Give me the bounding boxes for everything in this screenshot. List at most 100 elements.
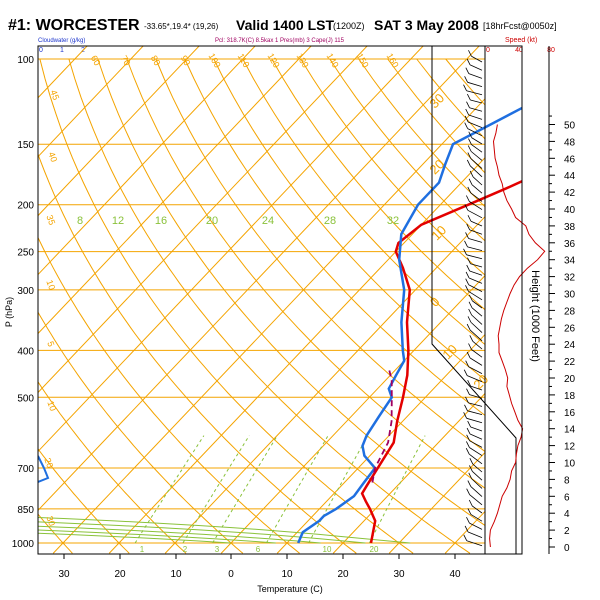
pressure-tick-label: 100 — [17, 55, 34, 66]
height-tick-label: 42 — [564, 188, 576, 199]
wind-barb-flag — [467, 480, 472, 487]
wind-barb — [472, 505, 483, 514]
wind-barb-flag — [464, 240, 468, 248]
wind-barb-flag — [464, 204, 469, 211]
wind-barb — [470, 99, 483, 104]
isotherm-40 — [444, 510, 485, 554]
height-tick-label: 20 — [564, 374, 576, 385]
plot-frame — [37, 45, 523, 555]
dry-adiabat-30 — [39, 58, 414, 554]
wind-barb — [472, 471, 483, 481]
wind-barb-flag — [466, 516, 470, 524]
parcel-line — [371, 370, 393, 483]
temp-tick-label: 30 — [58, 569, 70, 580]
height-tick-label: 32 — [564, 273, 576, 284]
isotherm-label-top: 60 — [89, 54, 103, 68]
wind-barb-flag — [468, 50, 472, 57]
isotherm--30 — [52, 98, 485, 554]
wind-barb-flag — [468, 308, 472, 316]
header-site: #1: WORCESTER — [8, 17, 140, 34]
wind-barb-flag — [467, 379, 471, 387]
height-tick-label: 38 — [564, 222, 576, 233]
wind-barb — [470, 165, 483, 178]
speed-label: Speed (kt) — [505, 37, 537, 44]
mixing-ratio-label: 24 — [262, 215, 274, 227]
wind-barb — [471, 349, 483, 358]
wind-barb-flag — [466, 195, 470, 202]
wind-barb — [469, 357, 483, 366]
wind-barb — [469, 329, 483, 342]
header-fcst: [18hrFcst@0050z] — [483, 21, 557, 31]
dry-adiabat-label-left: 20 — [42, 457, 55, 470]
mixing-ratio-label-lower: 10 — [323, 545, 332, 554]
pressure-tick-label: 500 — [17, 393, 34, 404]
isotherm--50 — [38, 46, 424, 453]
isotherm-20 — [332, 392, 485, 554]
mixing-ratio-label: 28 — [324, 215, 336, 227]
isotherm--80 — [38, 46, 256, 276]
isotherm-10 — [276, 333, 485, 554]
mixing-ratio-label: 20 — [206, 215, 218, 227]
height-tick-label: 0 — [564, 543, 570, 554]
wind-barb — [470, 220, 483, 227]
height-tick-label: 46 — [564, 154, 576, 165]
wind-barb — [470, 192, 483, 202]
height-tick-label: 30 — [564, 290, 576, 301]
wind-barb — [466, 254, 483, 260]
pressure-tick-label: 300 — [17, 286, 34, 297]
pressure-tick-label: 850 — [17, 505, 34, 516]
wind-barb-flag — [467, 420, 472, 428]
height-tick-label: 6 — [564, 492, 570, 503]
wind-barb-flag — [465, 108, 470, 116]
dry-adiabat-label: 20 — [470, 371, 491, 392]
temp-tick-label: 40 — [449, 569, 461, 580]
dry-adiabat-80 — [184, 58, 485, 416]
dry-adiabat-100 — [242, 58, 485, 346]
dry-adiabat-170 — [445, 58, 485, 106]
wind-barb — [468, 290, 483, 301]
wind-barb-flag — [464, 122, 469, 129]
header-date: SAT 3 May 2008 — [374, 17, 479, 33]
wind-barb-flag — [465, 447, 470, 455]
temp-tick-label: 20 — [114, 569, 126, 580]
moist-adiabat-8 — [38, 529, 276, 544]
wind-barb-flag — [466, 388, 470, 395]
parcel-info: Pcl: 318.7K(C) 8.5kax 1 Pres(mb) 3 Cape(… — [215, 38, 345, 44]
x-axis-label: Temperature (C) — [257, 584, 323, 594]
height-tick-label: 48 — [564, 137, 576, 148]
dry-adiabat-label-left: 35 — [44, 214, 57, 227]
wind-speed-profile — [489, 124, 546, 548]
wind-barb — [467, 128, 483, 137]
wind-barb — [467, 209, 483, 219]
wind-barb — [468, 453, 483, 465]
wind-barb-flag — [469, 458, 474, 465]
mixing-ratio-6 — [265, 435, 329, 544]
wind-barb — [467, 246, 483, 251]
isotherm--60 — [38, 46, 368, 394]
mixing-ratio-1 — [134, 435, 205, 544]
height-tick-label: 44 — [564, 171, 576, 182]
height-tick-label: 4 — [564, 509, 570, 520]
wind-barb-flag — [466, 351, 471, 359]
terrain-outline — [431, 46, 517, 554]
wind-barb — [469, 64, 483, 71]
dry-adiabat-60 — [126, 58, 485, 489]
height-tick-label: 18 — [564, 391, 576, 402]
temperature-line — [360, 179, 522, 544]
y-axis-label: P (hPa) — [4, 297, 14, 327]
height-tick-label: 2 — [564, 526, 570, 537]
isotherm-label-top: 150 — [355, 51, 371, 69]
wind-barb-flag — [468, 301, 473, 309]
mixing-ratio-label: 8 — [77, 215, 83, 227]
dry-adiabat-label-left: 10 — [45, 400, 58, 413]
height-tick-label: 14 — [564, 425, 576, 436]
mixing-ratio-label: 32 — [387, 215, 399, 227]
wind-barb — [472, 176, 483, 186]
pressure-tick-label: 1000 — [12, 539, 35, 550]
axes: 0246810121416182022242628303234363840424… — [12, 46, 576, 580]
height-tick-label: 28 — [564, 306, 576, 317]
wind-barb — [469, 229, 483, 235]
cloud-tick-0: 0 — [39, 47, 43, 54]
wind-barb — [466, 417, 483, 424]
temp-tick-label: 10 — [281, 569, 293, 580]
